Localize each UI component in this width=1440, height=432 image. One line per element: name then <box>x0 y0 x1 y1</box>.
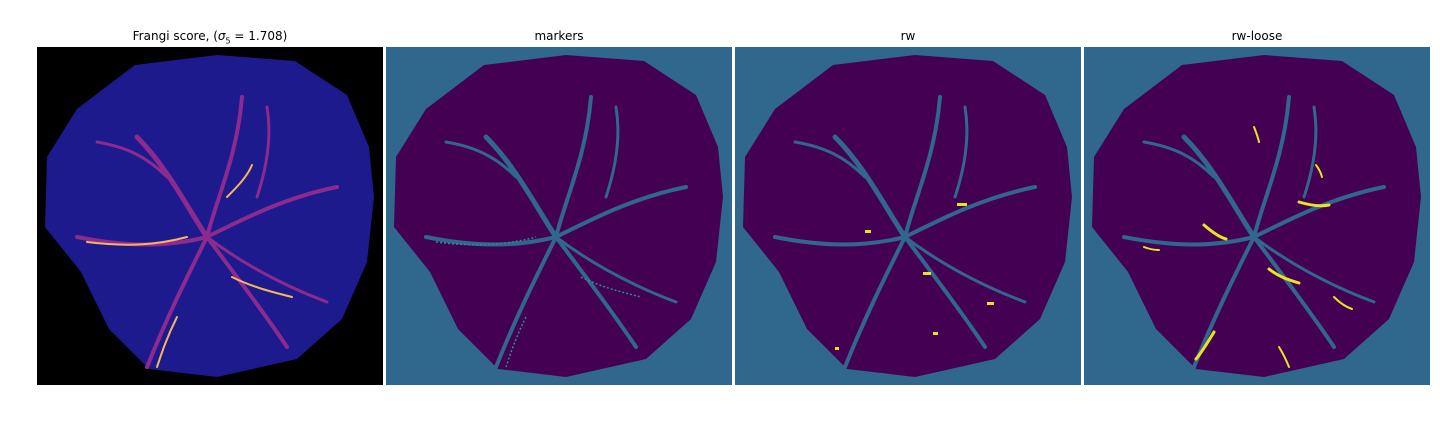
vessel <box>1302 105 1318 199</box>
panel-title-frangi: Frangi score, (σ5 = 1.708) <box>132 29 288 46</box>
highlight <box>1278 346 1290 368</box>
vessel <box>832 134 908 240</box>
highlight <box>1253 126 1260 143</box>
vessel-bright <box>86 236 188 246</box>
vessel <box>903 185 1037 239</box>
markers-image <box>386 47 732 385</box>
retina-disc <box>394 55 723 377</box>
vessel-network <box>75 95 339 369</box>
panel-frangi: Frangi score, (σ5 = 1.708) <box>37 0 383 432</box>
highlight <box>835 347 839 350</box>
vessel <box>903 235 1027 304</box>
vessel <box>205 235 329 304</box>
frangi-image <box>37 47 383 385</box>
marker-segment <box>435 236 537 246</box>
segment-highlights <box>835 203 994 350</box>
panel-rw-loose: rw-loose <box>1084 0 1430 432</box>
vessel <box>554 235 678 304</box>
vessel-network <box>424 95 688 369</box>
vessel <box>444 140 518 179</box>
vessel <box>1252 235 1336 349</box>
highlight <box>987 302 994 305</box>
vessel <box>1122 235 1256 247</box>
marker-segment <box>505 316 527 368</box>
vessel <box>424 235 558 247</box>
vessel <box>773 235 907 247</box>
panel-markers: markers <box>386 0 732 432</box>
vessel <box>205 185 339 239</box>
vessel <box>95 140 169 179</box>
segment-highlights <box>1143 126 1353 368</box>
highlight <box>1194 330 1216 361</box>
vessel-bright <box>226 164 253 198</box>
vessel-network <box>1122 95 1386 369</box>
vessel <box>554 185 688 239</box>
panel-title-markers: markers <box>534 29 584 43</box>
vessel-network <box>773 95 1037 369</box>
vessel <box>205 95 244 239</box>
vessel <box>494 235 558 369</box>
highlight <box>923 272 931 275</box>
highlight <box>957 203 967 206</box>
rw-image <box>735 47 1081 385</box>
vessel <box>255 105 271 199</box>
vessel <box>953 105 969 199</box>
highlight <box>1202 223 1228 241</box>
retina-disc <box>1092 55 1421 377</box>
vessel <box>903 95 942 239</box>
highlight <box>1297 200 1331 208</box>
vessel <box>1252 235 1376 304</box>
highlight <box>865 230 871 233</box>
vessel <box>903 235 987 349</box>
vessel <box>483 134 559 240</box>
panel-rw: rw <box>735 0 1081 432</box>
vessel <box>1252 185 1386 239</box>
highlight <box>1315 164 1323 178</box>
vessel <box>205 235 289 349</box>
vessel <box>145 235 209 369</box>
marker-segment <box>580 276 642 298</box>
panel-title-rw-loose: rw-loose <box>1231 29 1283 43</box>
marker-network <box>435 236 642 368</box>
highlight <box>1143 246 1160 251</box>
highlight <box>933 332 938 335</box>
vessel <box>604 105 620 199</box>
vessel <box>134 134 210 240</box>
vessel <box>793 140 867 179</box>
panel-title-rw: rw <box>900 29 916 43</box>
vessel-bright <box>156 316 178 368</box>
vessel <box>554 95 593 239</box>
vessel <box>554 235 638 349</box>
rw-loose-image <box>1084 47 1430 385</box>
vessel-bright <box>231 276 293 298</box>
vessel <box>1181 134 1257 240</box>
highlight <box>1333 296 1353 310</box>
retina-disc <box>743 55 1072 377</box>
vessel <box>1252 95 1291 239</box>
vessel <box>843 235 907 369</box>
vessel <box>1142 140 1216 179</box>
highlight <box>1267 267 1301 285</box>
